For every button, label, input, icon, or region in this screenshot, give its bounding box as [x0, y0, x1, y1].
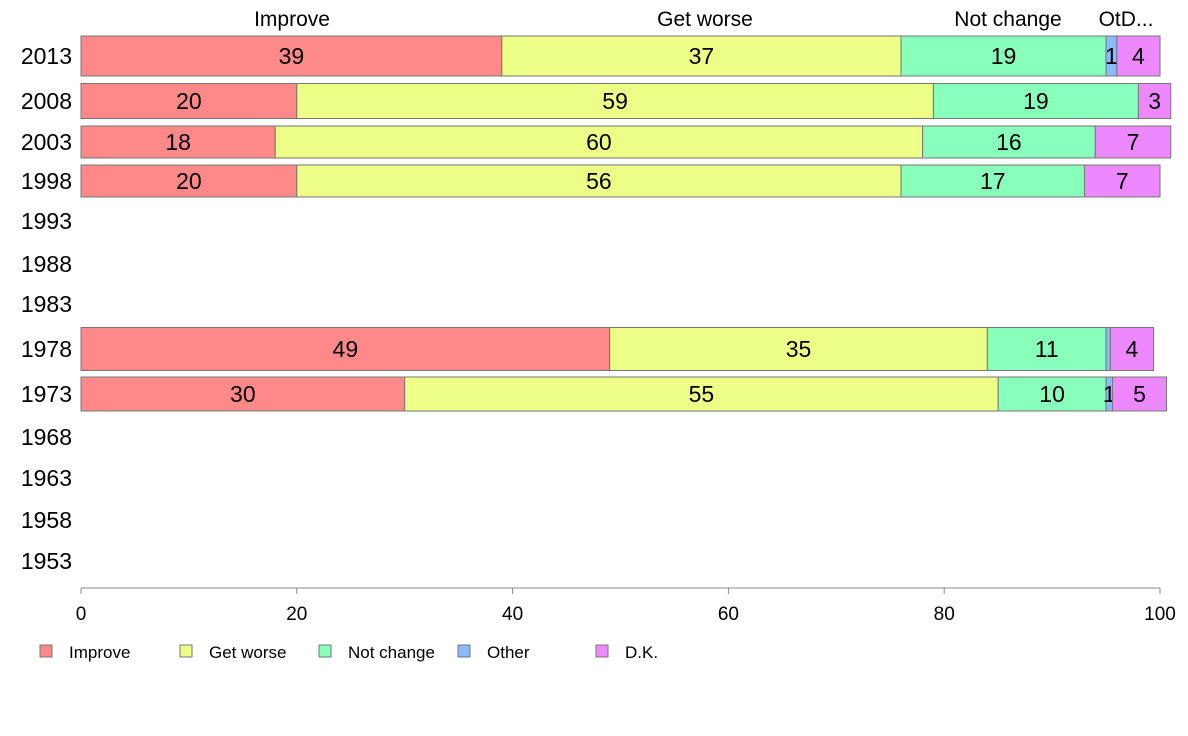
- bar-value-label: 37: [689, 43, 715, 69]
- legend: Improve Get worse Not change Other D.K.: [39, 643, 658, 662]
- bar-segment: [986, 327, 1107, 371]
- column-header-label: Improve: [254, 8, 330, 31]
- x-tick-label: 0: [76, 604, 87, 625]
- bar-segment: [1137, 83, 1172, 119]
- x-tick-label: 40: [502, 604, 523, 625]
- x-tick-label: 20: [286, 604, 307, 625]
- bar-value-label: 55: [689, 381, 715, 407]
- bar-segment: [1116, 35, 1161, 77]
- bar-value-label: 30: [230, 381, 256, 407]
- bar-value-label: 20: [176, 168, 202, 194]
- bar-segment: [900, 35, 1107, 77]
- bar-value-label: 20: [176, 88, 202, 114]
- y-tick-label: 1963: [21, 465, 72, 491]
- legend-label: Other: [487, 643, 530, 662]
- y-tick-label: 1973: [21, 381, 72, 407]
- legend-label: Not change: [348, 643, 435, 662]
- bar-value-label: 19: [991, 43, 1017, 69]
- bar-value-label: 60: [586, 129, 612, 155]
- bar-segment: [932, 83, 1139, 119]
- bar-value-label: 18: [165, 129, 191, 155]
- bar-value-label: 11: [1035, 336, 1059, 362]
- bar-segment: [609, 327, 988, 371]
- bar-segment: [922, 125, 1096, 159]
- legend-swatch: [318, 644, 332, 658]
- y-tick-label: 1988: [21, 251, 72, 277]
- bar-segment: [80, 164, 298, 198]
- y-tick-label: 1983: [21, 291, 72, 317]
- bar-segment: [80, 35, 503, 77]
- bars-area: 39 37 19 1 420 59 19 318 60 16 720 56 17 749 35 11 430 55…: [80, 35, 1172, 412]
- bar-segment: [404, 376, 999, 412]
- column-header-label: Not change: [954, 8, 1061, 31]
- bar-value-label: 1: [1105, 43, 1118, 69]
- bar-segment: [1094, 125, 1172, 159]
- column-header-labels: Improve Get worse Not change OtD...: [254, 8, 1153, 31]
- bar-value-label: 3: [1148, 88, 1161, 114]
- y-tick-label: 1978: [21, 336, 72, 362]
- bar-value-label: 59: [602, 88, 628, 114]
- y-tick-label: 2013: [21, 43, 72, 69]
- x-tick-label: 100: [1144, 604, 1176, 625]
- bar-value-label: 5: [1133, 381, 1146, 407]
- bar-value-label: 39: [279, 43, 305, 69]
- bar-segment: [274, 125, 924, 159]
- bar-segment: [1105, 327, 1111, 371]
- bar-value-label: 10: [1039, 381, 1065, 407]
- x-tick-label: 80: [934, 604, 955, 625]
- legend-label: D.K.: [625, 643, 658, 662]
- legend-swatch: [457, 644, 471, 658]
- column-header-label: Get worse: [657, 8, 753, 31]
- y-tick-label: 2008: [21, 88, 72, 114]
- bar-segment: [296, 83, 934, 119]
- bar-value-label: 7: [1116, 168, 1129, 194]
- legend-label: Get worse: [209, 643, 286, 662]
- y-tick-label: 1968: [21, 424, 72, 450]
- bar-segment: [1109, 327, 1155, 371]
- y-tick-label: 1958: [21, 507, 72, 533]
- x-axis: 0 20 40 60 80 100: [76, 587, 1176, 625]
- bar-segment: [900, 164, 1085, 198]
- bar-value-label: 19: [1023, 88, 1049, 114]
- y-tick-label: 1993: [21, 208, 72, 234]
- bar-segment: [1112, 376, 1167, 412]
- legend-swatch: [595, 644, 609, 658]
- bar-value-label: 35: [786, 336, 812, 362]
- legend-swatch: [39, 644, 53, 658]
- bar-segment: [80, 125, 276, 159]
- y-tick-label: 1953: [21, 548, 72, 574]
- bar-value-label: 56: [586, 168, 612, 194]
- legend-swatch: [179, 644, 193, 658]
- bar-segment: [296, 164, 902, 198]
- bar-value-label: 49: [333, 336, 359, 362]
- bar-value-label: 4: [1132, 43, 1145, 69]
- y-tick-label: 1998: [21, 168, 72, 194]
- bar-value-label: 4: [1126, 336, 1139, 362]
- x-tick-label: 60: [718, 604, 739, 625]
- bar-value-label: 7: [1127, 129, 1140, 155]
- bar-value-label: 16: [996, 129, 1022, 155]
- bar-value-label: 17: [980, 168, 1006, 194]
- bar-segment: [1083, 164, 1161, 198]
- y-tick-label: 2003: [21, 129, 72, 155]
- bar-segment: [80, 83, 298, 119]
- y-axis-labels: 2013 2008 2003 1998 1993 1988 1983 1978 1973 1968…: [21, 43, 72, 574]
- bar-segment: [501, 35, 902, 77]
- column-header-label: OtD...: [1099, 8, 1154, 31]
- legend-label: Improve: [69, 643, 130, 662]
